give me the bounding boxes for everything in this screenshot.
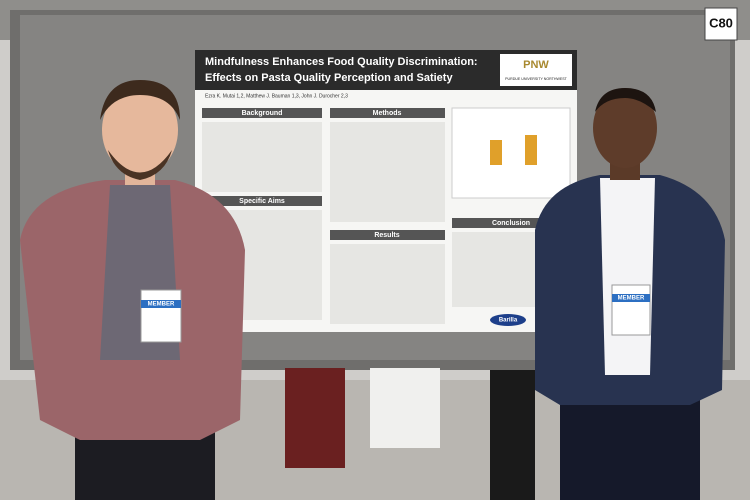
section-title: Background <box>242 110 283 117</box>
badge <box>140 289 182 343</box>
face <box>102 85 178 175</box>
logo: PNW <box>523 59 549 71</box>
section-header <box>330 230 445 240</box>
badge-band <box>141 300 181 308</box>
badge <box>611 284 651 336</box>
beard <box>108 150 172 180</box>
background-people <box>285 368 535 500</box>
poster-title: Mindfulness Enhances Food Quality Discri… <box>205 56 478 68</box>
person-skirt <box>285 368 345 468</box>
figure <box>451 107 571 199</box>
section-header <box>202 196 322 206</box>
section-title: Results <box>374 232 399 239</box>
badge-text: MEMBER <box>618 296 645 302</box>
badge-text: MEMBER <box>148 302 175 308</box>
section-title: Methods <box>373 110 402 117</box>
poster-title: Effects on Pasta Quality Perception and … <box>205 72 453 84</box>
section-header <box>330 108 445 118</box>
section-header <box>202 108 322 118</box>
text-block <box>330 244 445 324</box>
left-person: MEMBER <box>20 80 245 500</box>
text-block <box>202 122 322 192</box>
person-legs <box>490 370 535 500</box>
person-pants <box>370 368 440 448</box>
text-block <box>330 122 445 222</box>
logo-caption: PURDUE UNIVERSITY NORTHWEST <box>505 77 568 81</box>
poster-authors: Ezra K. Mutai 1,2, Matthew J. Bauman 1,3… <box>205 93 348 99</box>
section-title: Specific Aims <box>239 198 285 205</box>
hair <box>100 80 180 120</box>
figure-bar <box>490 140 502 165</box>
section-title: Conclusion <box>492 220 530 227</box>
shirt <box>600 178 655 375</box>
booth-sign <box>704 7 738 41</box>
sponsor-text: Barilla <box>499 318 518 324</box>
face <box>593 88 657 168</box>
booth-sign-text: C80 <box>709 15 733 30</box>
right-person: MEMBER <box>535 88 725 500</box>
logo-box <box>500 54 572 86</box>
sponsor-logo <box>490 314 526 326</box>
figure-bar <box>525 135 537 165</box>
section-header <box>452 218 570 228</box>
hair <box>595 88 656 112</box>
badge-band <box>612 294 650 302</box>
poster: Mindfulness Enhances Food Quality Discri… <box>195 50 577 332</box>
